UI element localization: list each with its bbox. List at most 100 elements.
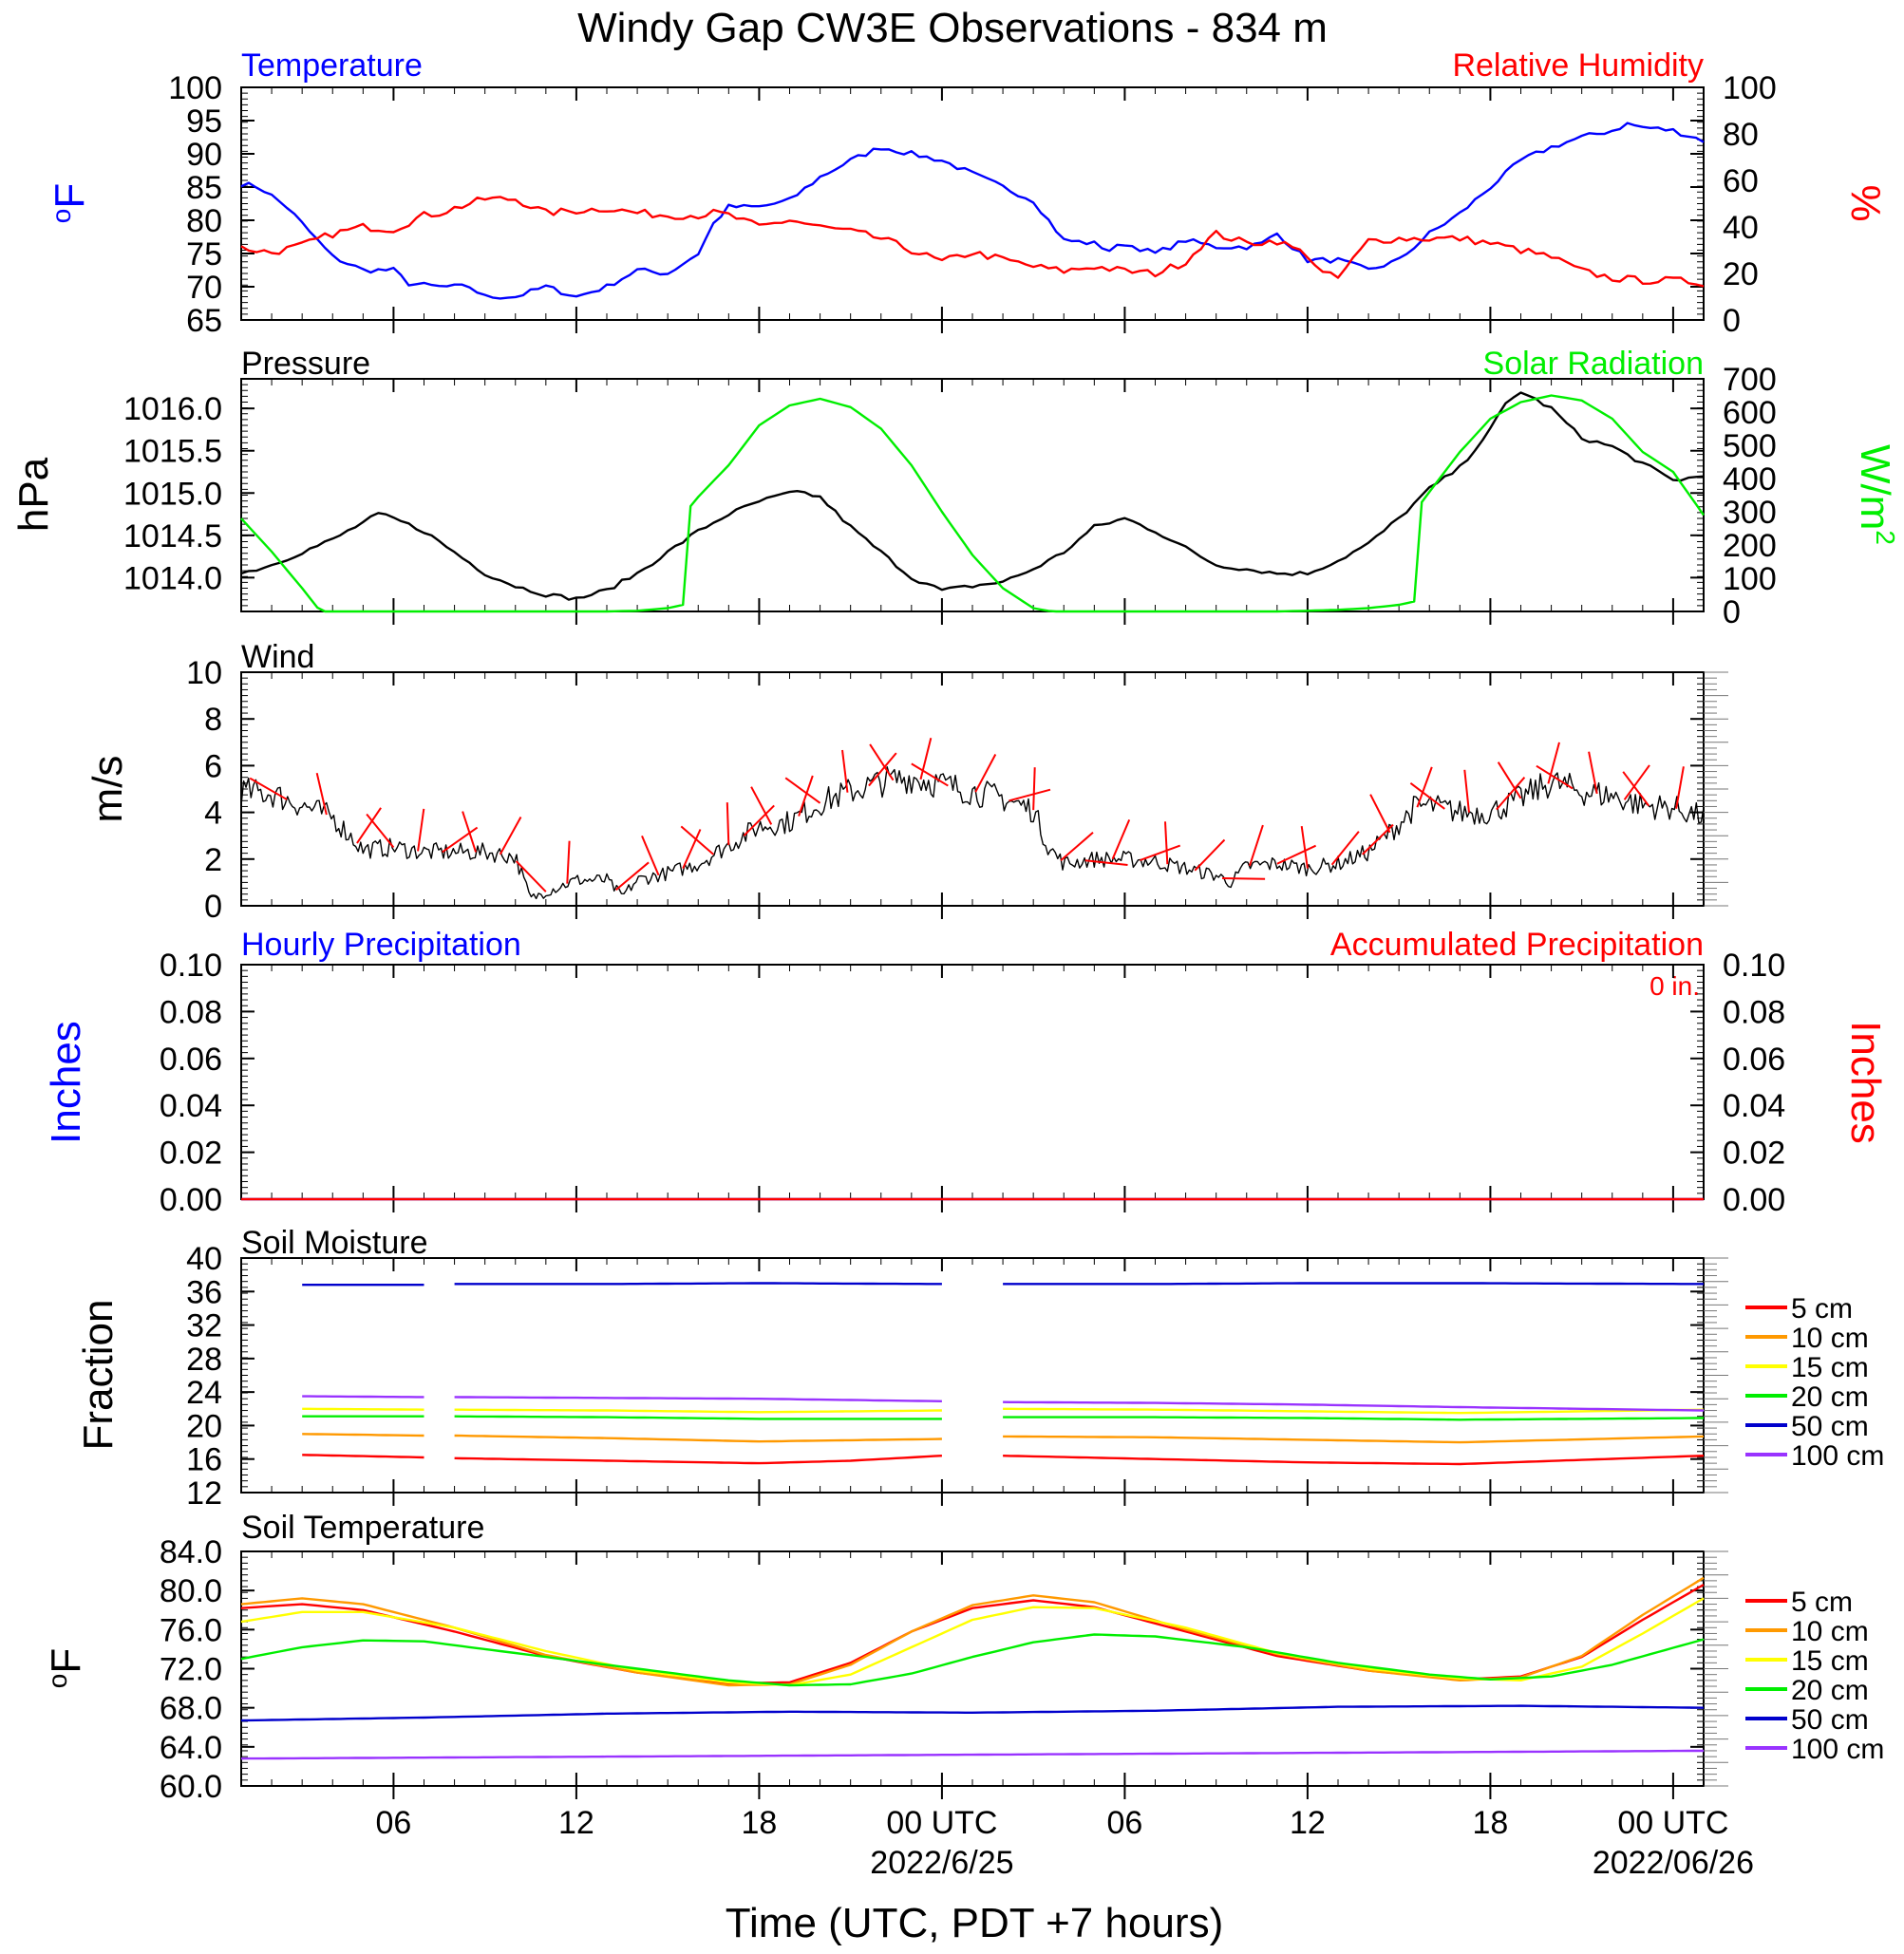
legend-label: 10 cm (1791, 1616, 1869, 1647)
y-tick-label-left: 1014.5 (123, 518, 222, 554)
wind-barb (911, 762, 949, 787)
wind-barb (1623, 764, 1650, 800)
y-tick-label-left: 8 (204, 702, 222, 738)
y-tick-label-right: 700 (1723, 362, 1777, 398)
y-axis-label-right: W/m2 (1852, 444, 1900, 545)
y-tick-label-right: 300 (1723, 495, 1777, 531)
series-line-50-cm (454, 1282, 942, 1286)
y-tick-label-left: 0.10 (160, 948, 222, 984)
legend-label: 15 cm (1791, 1645, 1869, 1677)
series-layer (240, 122, 1705, 300)
series-line-15-cm (302, 1407, 424, 1411)
wind-barb (566, 840, 571, 884)
x-date-label: 2022/6/25 (870, 1845, 1013, 1881)
x-axis-label: Time (UTC, PDT +7 hours) (726, 1900, 1223, 1946)
figure-title: Windy Gap CW3E Observations - 834 m (577, 5, 1328, 51)
panel-title-right: Relative Humidity (1452, 47, 1704, 84)
series-line-100-cm (240, 1749, 1704, 1760)
wind-barb (1032, 767, 1036, 811)
y-axis-label-left: hPa (10, 457, 57, 532)
panel-soil-temperature: Soil Temperature oF 84.080.076.0 72.068.0… (43, 1510, 1884, 1881)
y-ticks-left: 0.10 0.08 0.06 0.04 0.02 0.00 (160, 948, 1704, 1218)
wind-barb (682, 829, 702, 870)
series-line-15-cm (240, 1597, 1705, 1687)
panel-title-right: Solar Radiation (1483, 346, 1704, 382)
series-layer (302, 1282, 1705, 1466)
y-tick-label-left: 0.06 (160, 1042, 222, 1078)
y-tick-label-left: 85 (186, 170, 222, 206)
x-tick-label: 06 (376, 1805, 412, 1841)
y-tick-label-left: 1015.5 (123, 434, 222, 470)
panel-title-left: Pressure (241, 346, 370, 382)
wind-barb (442, 826, 479, 854)
series-line-5-cm (1003, 1455, 1705, 1466)
y-tick-label-left: 28 (186, 1342, 222, 1378)
series-layer (240, 1576, 1705, 1760)
series-line-100-cm (302, 1395, 424, 1399)
unit-f: F (47, 183, 93, 209)
y-tick-label-left: 65 (186, 303, 222, 339)
wind-barb (1060, 832, 1094, 862)
wind-barb (1300, 825, 1309, 869)
y-tick-label-right: 60 (1723, 163, 1759, 199)
y-tick-label-left: 36 (186, 1274, 222, 1310)
wind-barb (417, 808, 425, 852)
wind-barb (1084, 859, 1128, 866)
wind-barb (1496, 777, 1526, 811)
wind-barb (841, 749, 849, 793)
wind-barb (315, 772, 328, 816)
y-tick-label-left: 75 (186, 236, 222, 272)
wind-barb (462, 811, 477, 853)
y-tick-label-right: 600 (1723, 395, 1777, 431)
series-line-100-cm (454, 1396, 942, 1402)
y-tick-label-left: 68.0 (160, 1691, 222, 1727)
series-line-15-cm (1003, 1407, 1705, 1415)
y-tick-label-right: 500 (1723, 428, 1777, 464)
wind-barb (919, 738, 933, 780)
series-line-20-cm (240, 1633, 1705, 1687)
y-tick-label-left: 76.0 (160, 1612, 222, 1648)
degree-mark: o (43, 1674, 72, 1689)
wind-barb (1140, 844, 1181, 861)
y-axis-label-right: % (1842, 184, 1889, 221)
panel-title-left: Soil Moisture (241, 1225, 428, 1261)
y-axis-label-left: oF (47, 183, 93, 223)
y-tick-label-right: 0.06 (1723, 1042, 1785, 1078)
panel-title-left: Soil Temperature (241, 1510, 484, 1546)
series-line-20-cm (454, 1415, 942, 1420)
wind-barbs (249, 738, 1685, 892)
x-ticks (240, 87, 1705, 333)
legend-label: 100 cm (1791, 1440, 1884, 1472)
legend-label: 50 cm (1791, 1704, 1869, 1736)
x-ticks (240, 1258, 1705, 1506)
wind-barb (614, 861, 650, 892)
y-tick-label-right: 100 (1723, 561, 1777, 597)
y-tick-label-left: 100 (168, 70, 222, 106)
superscript-2: 2 (1871, 530, 1900, 545)
series-line-15-cm (454, 1408, 942, 1414)
wind-barb (249, 777, 288, 800)
series-layer (240, 391, 1705, 613)
wind-barb (1497, 761, 1522, 799)
y-tick-label-left: 72.0 (160, 1652, 222, 1688)
y-tick-label-left: 20 (186, 1408, 222, 1444)
y-tick-label-left: 64.0 (160, 1730, 222, 1766)
y-tick-label-right: 0.02 (1723, 1136, 1785, 1172)
panel-temperature-humidity: Temperature Relative Humidity oF % 10095… (47, 47, 1889, 339)
wind-barb (743, 804, 775, 836)
wind-barb (1249, 824, 1264, 867)
wind-barb (1194, 838, 1226, 872)
x-date-label: 2022/06/26 (1593, 1845, 1754, 1881)
x-tick-label: 06 (1107, 1805, 1143, 1841)
y-axis-label-left: oF (43, 1648, 89, 1688)
y-tick-label-left: 84.0 (160, 1534, 222, 1570)
y-ticks-left: 10 8 6 4 2 0 (186, 655, 1728, 925)
wind-barb (366, 813, 395, 849)
y-tick-label-left: 16 (186, 1442, 222, 1478)
panel-precipitation: Hourly Precipitation Accumulated Precipi… (43, 927, 1889, 1218)
wind-barb (974, 754, 997, 793)
series-line-10-cm (1003, 1435, 1705, 1444)
legend-label: 100 cm (1791, 1734, 1884, 1765)
series-line-20-cm (1003, 1416, 1704, 1421)
